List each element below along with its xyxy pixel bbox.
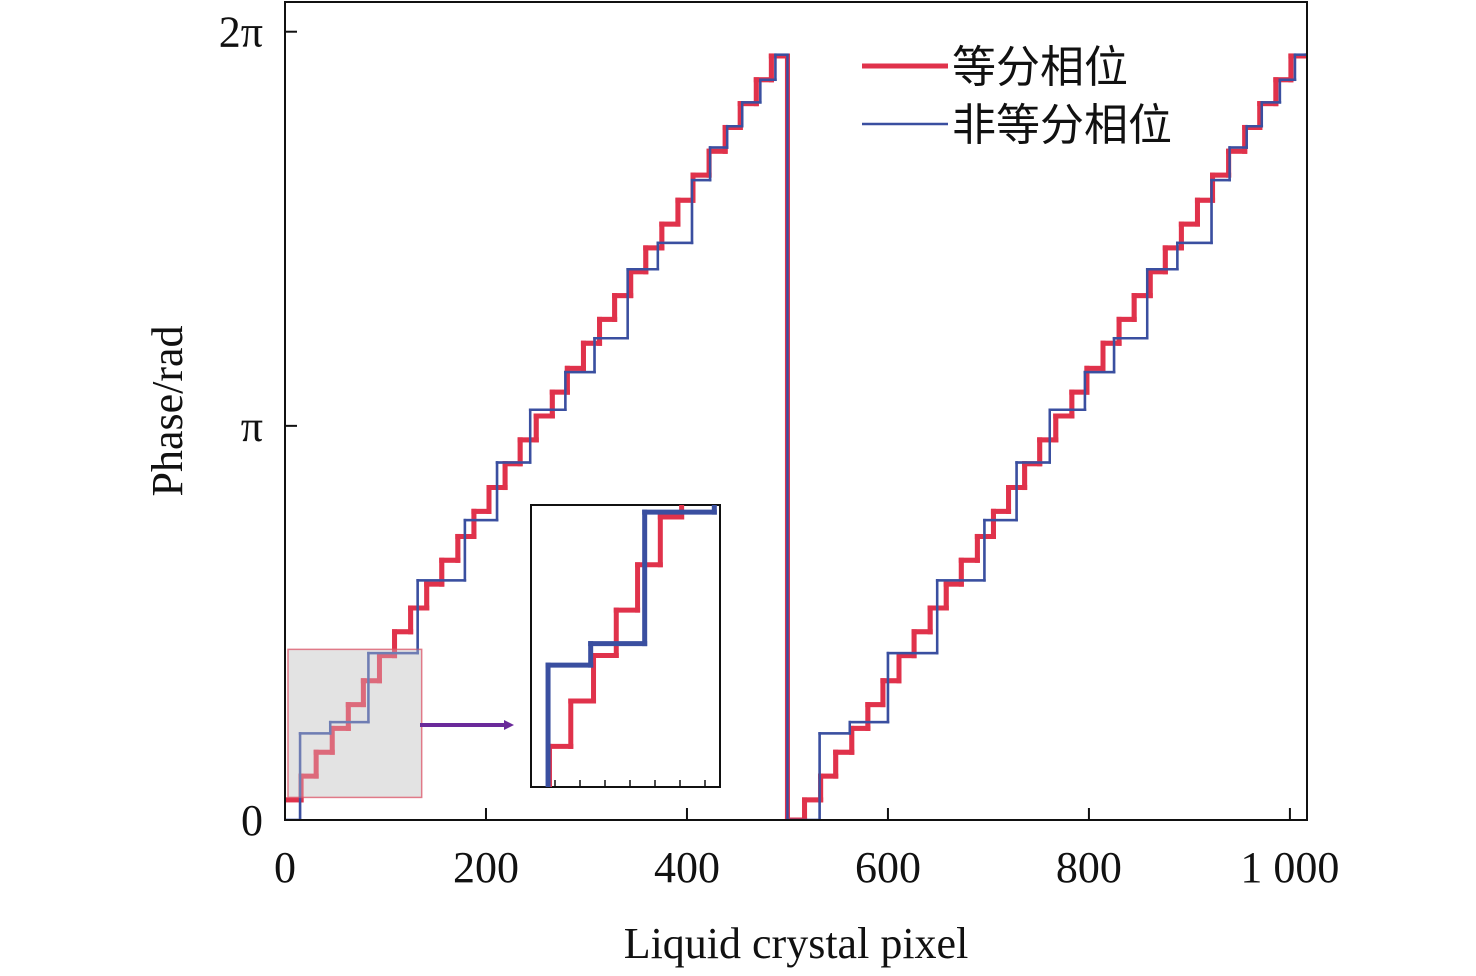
x-axis-label: Liquid crystal pixel [624,919,969,968]
inset-ticks [554,780,706,787]
x-tick-label: 400 [654,843,720,892]
plot-area [285,53,1307,820]
y-tick-label: 2π [219,8,263,57]
y-tick-label: 0 [241,796,263,845]
x-tick-label: 200 [453,843,519,892]
plot-overlay [285,53,1307,820]
y-tick-label: π [241,402,263,451]
legend-label: 非等分相位 [952,100,1172,151]
plot-frame [284,1,1308,821]
y-axis-label: Phase/rad [143,325,192,496]
x-tick-label: 800 [1056,843,1122,892]
x-tick-label: 0 [274,843,296,892]
x-tick-label: 1 000 [1240,843,1339,892]
legend-label: 等分相位 [952,42,1128,93]
inset-plot [545,505,717,787]
zoom-region [287,648,423,799]
x-tick-label: 600 [855,843,921,892]
